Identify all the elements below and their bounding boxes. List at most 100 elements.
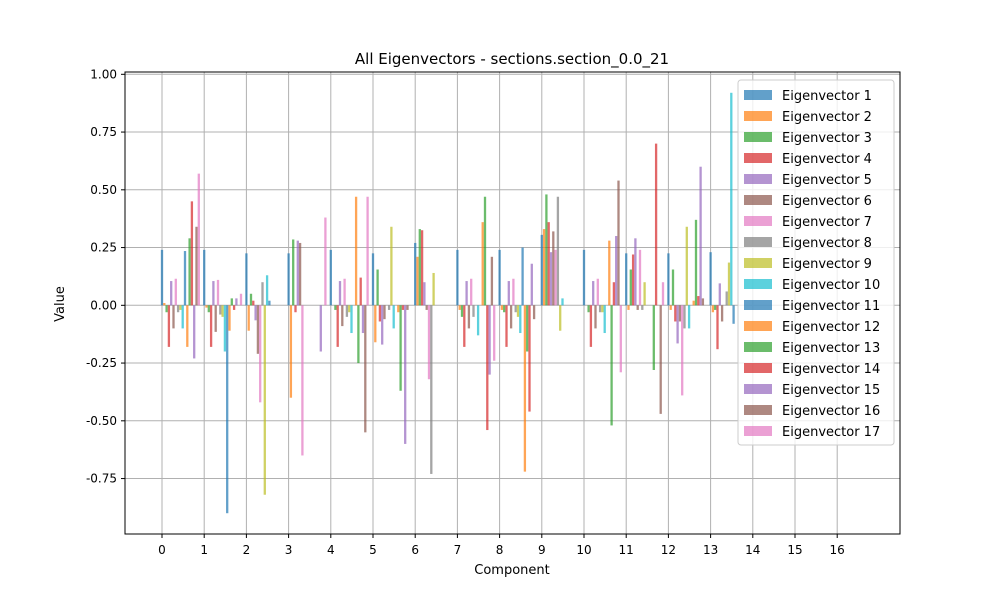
legend-label: Eigenvector 3 (782, 131, 872, 146)
bar (652, 305, 655, 370)
bar (183, 251, 187, 306)
legend-label: Eigenvector 17 (782, 425, 880, 440)
legend-label: Eigenvector 7 (782, 215, 872, 230)
bar (268, 300, 271, 306)
bar (247, 305, 250, 331)
bar (345, 305, 349, 317)
bar (659, 305, 662, 414)
bar (483, 196, 487, 306)
bar (392, 305, 395, 329)
bar (329, 249, 332, 306)
bar (216, 279, 220, 306)
bar (718, 283, 721, 306)
bar (296, 240, 299, 306)
bar (160, 249, 164, 306)
y-axis: 1.00 0.75 0.50 0.25 0.00 -0.25 -0.50 -0.75 (86, 67, 125, 486)
bar (587, 305, 590, 313)
bar (359, 277, 362, 306)
bar (687, 305, 691, 329)
legend-label: Eigenvector 2 (782, 110, 872, 125)
bar (292, 239, 295, 306)
bar (381, 305, 384, 345)
bar (190, 201, 194, 306)
plot-frame (124, 71, 901, 535)
bar (259, 305, 262, 403)
bar (472, 305, 475, 317)
bar (556, 196, 560, 306)
bar (617, 180, 620, 306)
bar (725, 291, 728, 306)
bar (516, 305, 520, 317)
bar (493, 305, 496, 361)
x-tick-label: 0 (158, 543, 166, 557)
x-tick-label: 8 (496, 543, 504, 557)
bar (720, 305, 724, 322)
bar (249, 293, 253, 306)
bar (549, 252, 553, 306)
x-tick-label: 10 (576, 543, 591, 557)
bar (205, 305, 208, 308)
chart-title: All Eigenvectors - sections.section_0.0_… (355, 50, 669, 69)
bar (230, 298, 233, 306)
legend-swatch (744, 342, 772, 352)
bar (235, 298, 238, 306)
y-tick-label: 1.00 (90, 67, 117, 81)
legend-label: Eigenvector 1 (782, 89, 872, 104)
bar (727, 262, 731, 306)
bar (176, 305, 180, 313)
legend-label: Eigenvector 12 (782, 320, 880, 335)
bar (374, 305, 377, 343)
bar (601, 305, 604, 313)
bar (294, 305, 297, 313)
bar (319, 305, 322, 352)
bar (667, 253, 670, 306)
bar (181, 305, 184, 329)
bar (634, 238, 637, 306)
bar (612, 282, 616, 306)
bar (361, 305, 365, 334)
x-tick-label: 2 (243, 543, 251, 557)
legend-label: Eigenvector 14 (782, 362, 880, 377)
x-tick-label: 13 (703, 543, 718, 557)
bar (678, 305, 682, 322)
bar (239, 293, 243, 306)
bar (207, 305, 210, 313)
bar (350, 305, 353, 334)
bar (223, 305, 227, 352)
legend-swatch (744, 321, 772, 331)
bar (341, 305, 344, 327)
bar (619, 305, 622, 373)
bar (521, 247, 524, 306)
bar (193, 305, 196, 359)
bar (627, 305, 630, 310)
legend-swatch (744, 279, 772, 289)
x-tick-label: 3 (285, 543, 293, 557)
bar (263, 305, 266, 495)
y-tick-label: -0.75 (86, 472, 117, 486)
legend-swatch (744, 384, 772, 394)
bar (418, 229, 421, 306)
bar (636, 305, 639, 310)
bar (414, 242, 417, 306)
legend-swatch (744, 174, 772, 184)
bar (404, 305, 407, 444)
bar (406, 305, 409, 310)
bar (589, 305, 593, 347)
y-tick-label: 0.25 (90, 241, 117, 255)
bar (519, 305, 522, 334)
bar (654, 143, 658, 306)
bar (188, 238, 191, 306)
bar (638, 249, 642, 306)
bar (357, 305, 360, 364)
bar (430, 305, 433, 474)
bar (561, 298, 564, 306)
bar (256, 305, 260, 354)
x-tick-label: 16 (830, 543, 845, 557)
bar (709, 252, 712, 306)
x-tick-label: 9 (538, 543, 546, 557)
bar (287, 253, 290, 306)
bar (348, 305, 351, 313)
bar (507, 281, 510, 306)
bar (252, 300, 255, 306)
bar (334, 305, 337, 310)
